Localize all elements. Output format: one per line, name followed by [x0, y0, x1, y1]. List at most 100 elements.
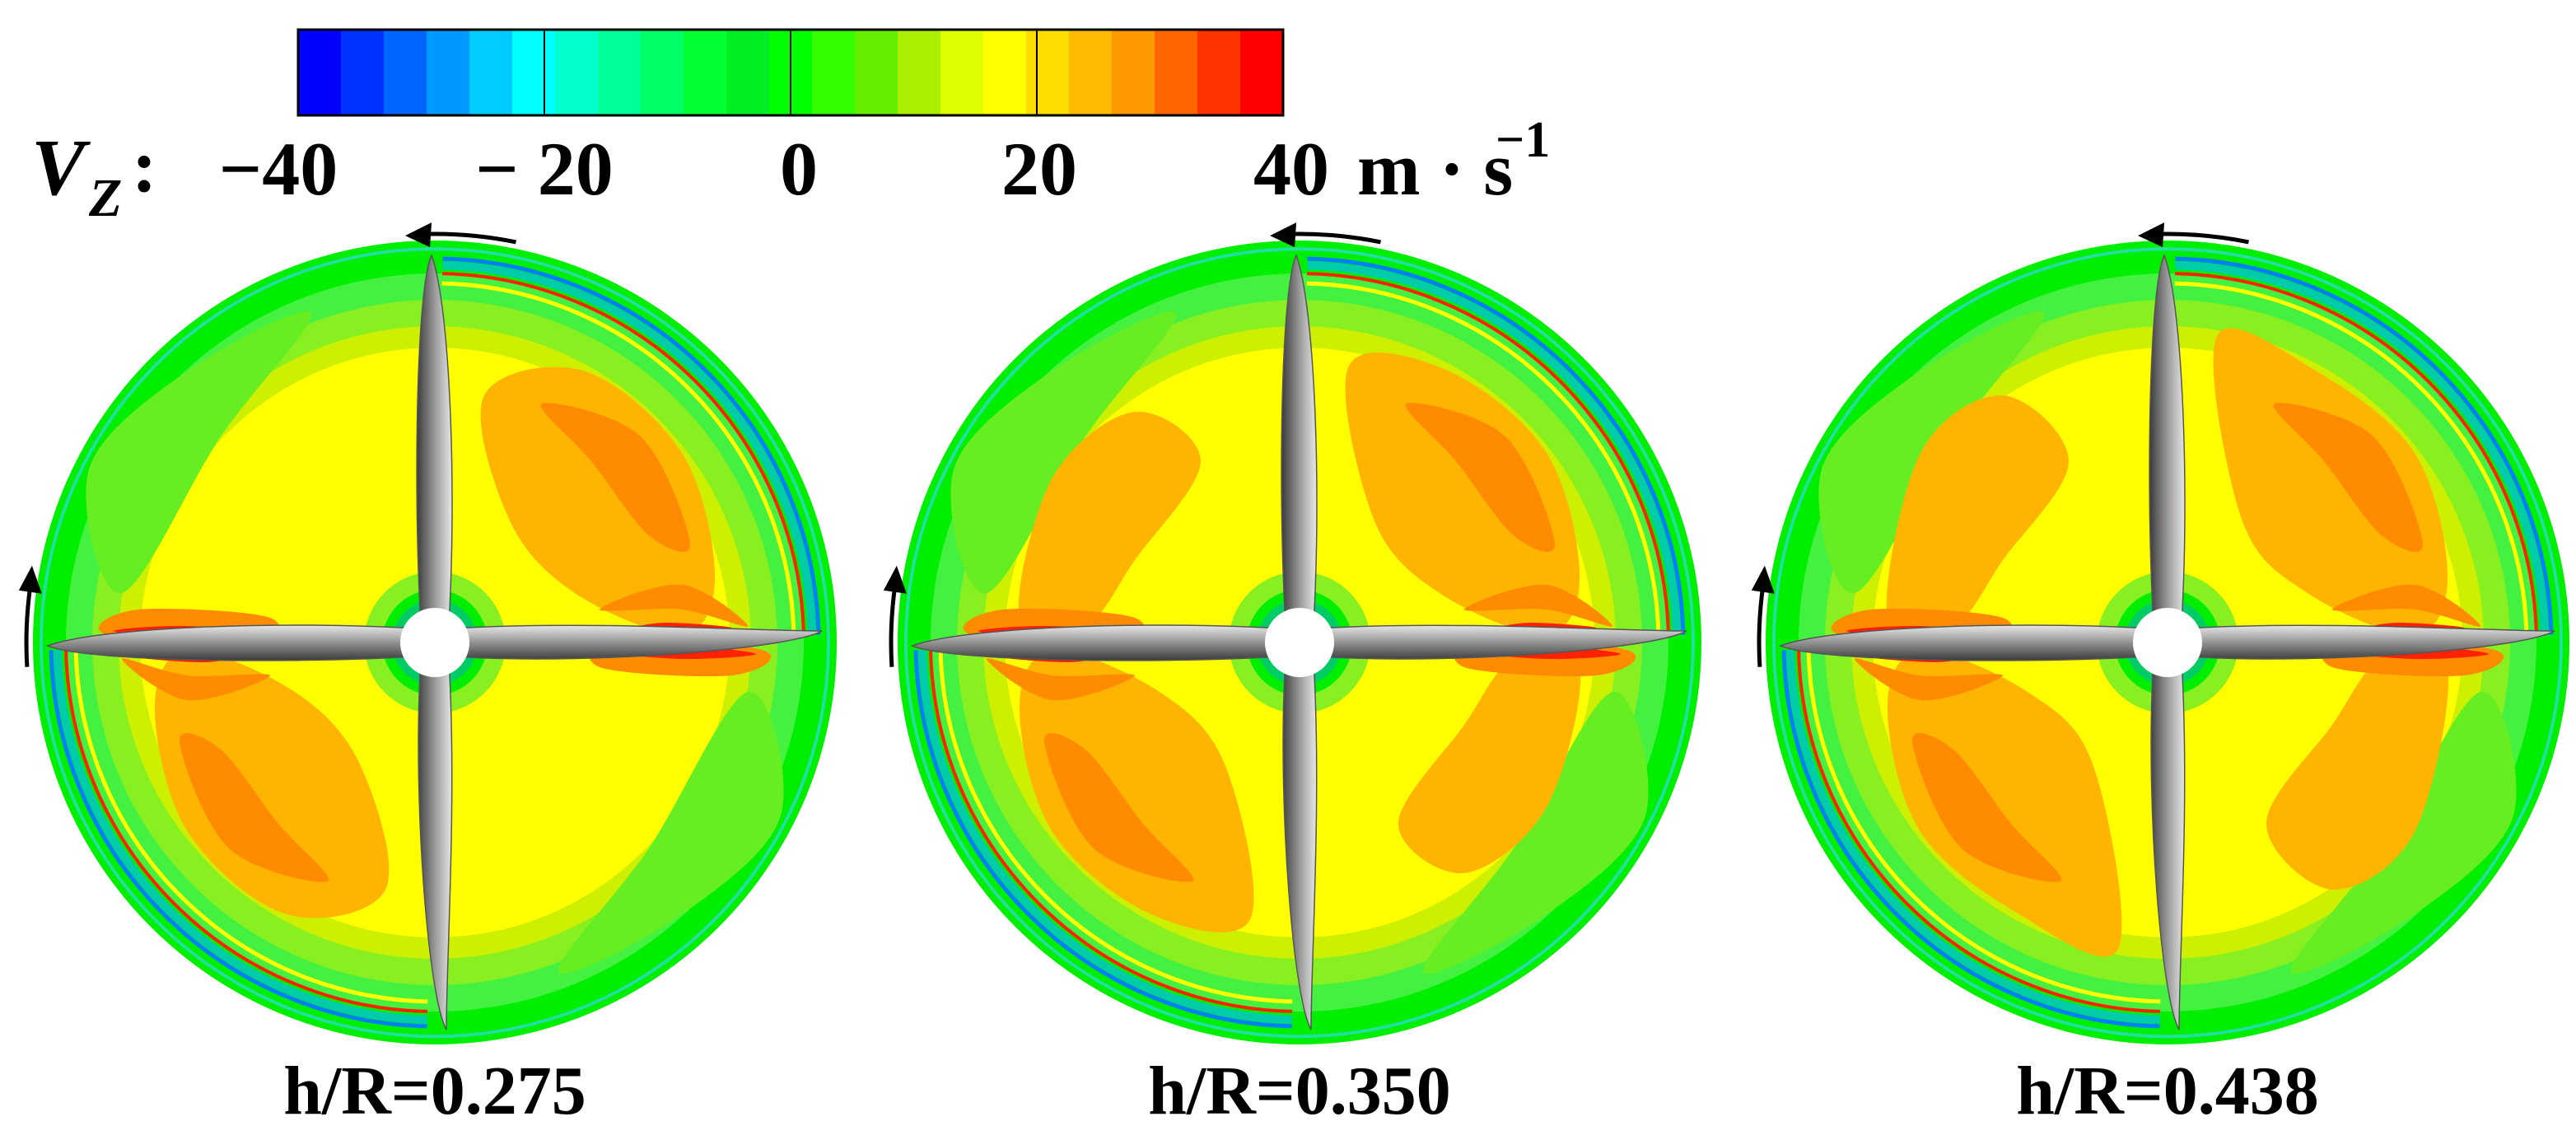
- colorbar-cells: [298, 30, 1284, 115]
- contour-region: [155, 650, 390, 918]
- panel-label: h/R=0.350: [1148, 1053, 1451, 1129]
- rotation-arrow-shaft: [2159, 231, 2249, 245]
- tip-vortex-edge: [442, 256, 821, 635]
- tip-vortex-band: [2174, 281, 2529, 636]
- colorbar-cell: [1112, 30, 1155, 115]
- contour-region: [2213, 328, 2448, 635]
- colorbar-tick-label: 20: [1001, 127, 1077, 211]
- colorbar-tick-label: 0: [780, 127, 818, 211]
- rotor-hub: [2133, 608, 2202, 677]
- tip-vortex-edge: [441, 272, 805, 636]
- colorbar-cell: [1240, 30, 1284, 115]
- contour-edge-ring: [40, 247, 830, 1039]
- colorbar-cell: [598, 30, 642, 115]
- tip-vortex-edge: [929, 649, 1293, 1013]
- rotation-arrow-head: [1270, 222, 1297, 248]
- colorbar-cell: [512, 30, 556, 115]
- colorbar: [296, 28, 1285, 117]
- rotation-arrow-head: [18, 565, 42, 594]
- rotation-arrow-shaft: [889, 585, 898, 667]
- panel-label: h/R=0.275: [283, 1053, 586, 1129]
- unit-exponent: −1: [1496, 112, 1550, 168]
- tip-vortex-edge: [2174, 272, 2538, 636]
- rotation-arrow-shaft: [24, 585, 33, 667]
- rotation-arrow-head: [883, 565, 907, 594]
- contour-region: [1911, 732, 2062, 882]
- rotor-hub: [1265, 608, 1334, 677]
- tip-vortex-band: [54, 650, 427, 1024]
- tip-vortex-band: [1307, 261, 1681, 635]
- rotor-blades: [46, 254, 823, 1030]
- colorbar-cell: [555, 30, 599, 115]
- contour-edge-ring: [1772, 247, 2563, 1039]
- contour-region: [1886, 395, 2069, 637]
- colorbar-cell: [427, 30, 470, 115]
- contour-region: [122, 658, 270, 701]
- contour-region: [1855, 658, 2003, 701]
- contour-region: [153, 427, 336, 633]
- tip-vortex-edge: [913, 650, 1292, 1029]
- colorbar-cell: [940, 30, 984, 115]
- contour-panel: h/R=0.438: [1751, 222, 2569, 1129]
- tip-vortex-band: [1786, 650, 2160, 1024]
- rotation-arrow: [1751, 222, 2249, 667]
- tip-vortex-edge: [1781, 650, 2160, 1029]
- panel-label: h/R=0.438: [2016, 1053, 2319, 1129]
- tip-vortex-edge: [1307, 256, 1686, 635]
- unit-label: m · s: [1357, 127, 1513, 211]
- contour-panel: h/R=0.350: [883, 222, 1701, 1129]
- tip-vortex-band: [442, 261, 816, 635]
- tip-vortex-band: [2175, 261, 2549, 635]
- colorbar-tick-label: −40: [219, 127, 338, 211]
- rotor-blades: [1779, 254, 2555, 1030]
- colorbar-cell: [812, 30, 856, 115]
- contour-region: [987, 658, 1135, 701]
- contour-region: [1043, 732, 1194, 882]
- colorbar-cell: [341, 30, 385, 115]
- tip-vortex-edge: [2175, 256, 2554, 635]
- contour-region: [540, 403, 691, 553]
- colorbar-cell: [1069, 30, 1113, 115]
- panels: h/R=0.275 h/R=0.350 h/R=0.438: [18, 222, 2569, 1129]
- tip-vortex-band: [441, 281, 796, 636]
- rotation-arrow-shaft: [1757, 585, 1766, 667]
- contour-region: [1422, 691, 1649, 974]
- tip-vortex-band: [918, 650, 1292, 1024]
- variable-subscript: Z: [88, 168, 122, 228]
- contour-region: [534, 652, 716, 858]
- variable-symbol: V: [31, 124, 91, 213]
- contour-panel: h/R=0.275: [18, 222, 837, 1129]
- colorbar-cell: [1197, 30, 1241, 115]
- contour-region: [1020, 650, 1254, 932]
- tip-vortex-edge: [1306, 272, 1670, 636]
- colorbar-cell: [983, 30, 1027, 115]
- rotation-arrow-shaft: [427, 231, 516, 245]
- tip-vortex-edge: [49, 650, 427, 1029]
- colorbar-cell: [684, 30, 727, 115]
- colorbar-cell: [298, 30, 342, 115]
- rotor-hub: [400, 608, 469, 677]
- colorbar-cell: [898, 30, 941, 115]
- tip-vortex-band: [73, 649, 428, 1004]
- contour-region: [600, 584, 748, 627]
- rotation-arrow-head: [1751, 565, 1775, 594]
- rotation-arrow: [883, 222, 1381, 667]
- contour-region: [950, 311, 1177, 594]
- contour-region: [86, 311, 312, 594]
- contour-region: [1018, 411, 1201, 635]
- colorbar-cell: [384, 30, 427, 115]
- rotation-arrow-head: [405, 222, 432, 248]
- tip-vortex-band: [938, 649, 1293, 1004]
- contour-edge-ring: [904, 247, 1695, 1039]
- colorbar-cell: [469, 30, 513, 115]
- contour-region: [1405, 403, 1556, 553]
- rotation-arrow-shaft: [1291, 231, 1381, 245]
- colorbar-cell: [726, 30, 770, 115]
- tip-vortex-band: [1306, 281, 1661, 636]
- contour-region: [1398, 650, 1581, 874]
- rotation-arrow: [18, 222, 516, 667]
- colorbar-cell: [855, 30, 898, 115]
- contour-region: [1464, 584, 1612, 627]
